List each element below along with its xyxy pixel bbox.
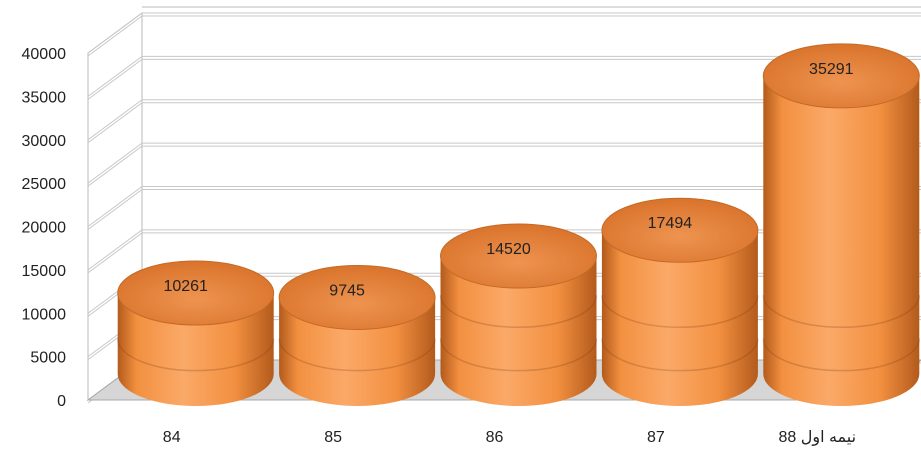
y-tick-label: 5000 [30, 350, 66, 367]
y-tick-label: 25000 [22, 176, 67, 193]
y-tick-label: 20000 [22, 220, 67, 237]
bar: 10261 [116, 260, 275, 406]
bar-seam [439, 338, 598, 372]
bar-seam [439, 295, 598, 328]
y-axis: 0 5000 10000 15000 20000 25000 30000 35000 40000 [22, 46, 67, 410]
gridline [87, 145, 921, 187]
x-tick-label: 88 نیمه اول [778, 429, 856, 447]
y-tick-label: 0 [57, 393, 66, 410]
data-label: 10261 [163, 278, 208, 295]
gridline [87, 189, 921, 230]
bar-seam [601, 295, 759, 328]
data-label: 35291 [809, 61, 854, 78]
bar-body [601, 230, 758, 406]
x-tick-label: 87 [647, 429, 665, 446]
bar-seam [601, 338, 759, 372]
bar-top [278, 264, 436, 330]
bar: 17494 [601, 197, 759, 406]
bars: 10261 9745 14520 17494 35291 [116, 43, 921, 406]
gridline [87, 55, 921, 97]
bar-body [440, 256, 597, 406]
y-tick-label: 35000 [22, 89, 67, 106]
data-label: 17494 [648, 215, 693, 232]
bar-top [601, 197, 759, 263]
bar: 35291 [762, 43, 921, 406]
data-label: 14520 [486, 241, 531, 258]
gridline [87, 12, 921, 54]
gridline [87, 186, 921, 227]
bar-top [762, 43, 920, 109]
x-tick-label: 84 [163, 429, 181, 446]
bar-seam [278, 338, 436, 372]
x-axis: 84 85 86 87 88 نیمه اول [163, 429, 856, 447]
y-tick-label: 15000 [22, 263, 67, 280]
y-tick-label: 10000 [22, 306, 67, 323]
gridline [87, 15, 921, 57]
bar-body [763, 75, 920, 406]
x-tick-label: 86 [486, 429, 504, 446]
bar-seam [762, 295, 921, 328]
data-label: 9745 [329, 282, 365, 299]
gridline [87, 99, 921, 141]
bar: 14520 [439, 223, 598, 406]
x-tick-label: 85 [324, 429, 342, 446]
bar-seam [762, 338, 921, 372]
bar-top [440, 223, 597, 289]
bar-seam [116, 338, 275, 372]
y-tick-label: 40000 [22, 46, 67, 63]
bar: 9745 [278, 264, 436, 406]
y-tick-label: 30000 [22, 133, 67, 150]
gridline [87, 102, 921, 144]
gridline [87, 58, 921, 100]
gridline [87, 142, 921, 184]
bar-top [117, 260, 275, 326]
